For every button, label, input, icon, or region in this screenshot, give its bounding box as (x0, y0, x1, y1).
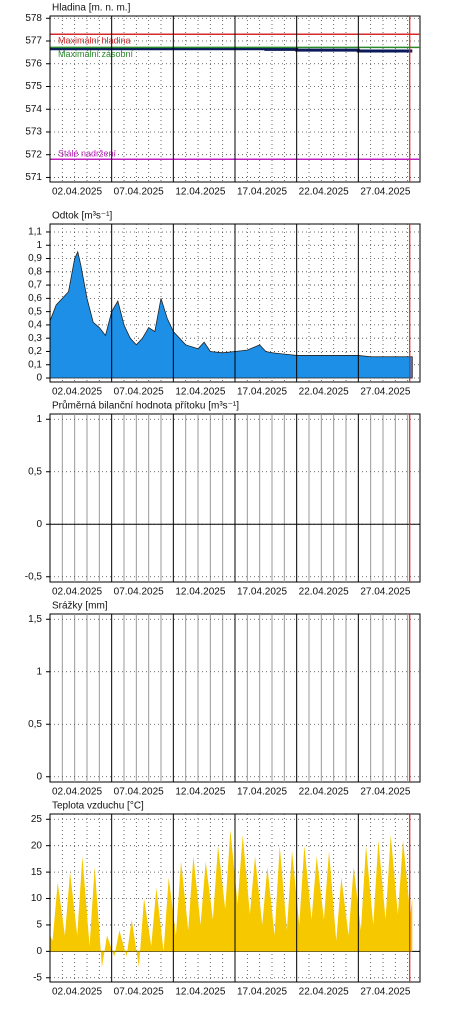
x-tick-label: 27.04.2025 (360, 187, 410, 198)
x-tick-label: 27.04.2025 (360, 387, 410, 398)
panel-title: Teplota vzduchu [°C] (52, 801, 144, 812)
y-tick-label: 0,1 (28, 359, 42, 370)
y-tick-label: -0,5 (25, 571, 43, 582)
y-tick-label: 0,5 (28, 719, 42, 730)
y-tick-label: 1 (36, 666, 42, 677)
x-tick-label: 27.04.2025 (360, 587, 410, 598)
y-tick-label: 0,7 (28, 280, 42, 291)
x-tick-label: 02.04.2025 (52, 587, 102, 598)
area (49, 250, 413, 379)
y-tick-label: 15 (31, 867, 43, 878)
y-tick-label: 0,6 (28, 293, 42, 304)
limit-label: Maximální zásobní (58, 49, 134, 59)
y-tick-label: 0,4 (28, 320, 42, 331)
x-tick-label: 12.04.2025 (175, 987, 225, 998)
y-tick-label: 573 (25, 127, 42, 138)
x-tick-label: 17.04.2025 (237, 187, 287, 198)
x-tick-label: 07.04.2025 (114, 587, 164, 598)
x-tick-label: 02.04.2025 (52, 387, 102, 398)
limit-label: Stálé nadržení (58, 149, 117, 159)
x-tick-label: 17.04.2025 (237, 587, 287, 598)
y-tick-label: 571 (25, 172, 42, 183)
y-tick-label: -5 (33, 972, 42, 983)
panel-title: Srážky [mm] (52, 601, 108, 612)
y-tick-label: 0,5 (28, 466, 42, 477)
x-tick-label: 22.04.2025 (299, 387, 349, 398)
x-tick-label: 27.04.2025 (360, 787, 410, 798)
area (50, 829, 413, 968)
panel-title: Průměrná bilanční hodnota přítoku [m³s⁻¹… (52, 400, 239, 412)
y-tick-label: 10 (31, 893, 43, 904)
x-tick-label: 22.04.2025 (299, 187, 349, 198)
y-tick-label: 572 (25, 149, 42, 160)
x-tick-label: 17.04.2025 (237, 387, 287, 398)
y-tick-label: 0 (36, 373, 42, 384)
x-tick-label: 07.04.2025 (114, 787, 164, 798)
y-tick-label: 1 (36, 240, 42, 251)
y-tick-label: 1 (36, 414, 42, 425)
y-tick-label: 0,2 (28, 346, 42, 357)
y-tick-label: 20 (31, 840, 43, 851)
x-tick-label: 02.04.2025 (52, 187, 102, 198)
x-tick-label: 02.04.2025 (52, 787, 102, 798)
y-tick-label: 0,8 (28, 266, 42, 277)
x-tick-label: 22.04.2025 (299, 587, 349, 598)
y-tick-label: 0 (36, 519, 42, 530)
x-tick-label: 17.04.2025 (237, 987, 287, 998)
y-tick-label: 25 (31, 814, 43, 825)
y-tick-label: 577 (25, 36, 42, 47)
y-tick-label: 1,5 (28, 614, 42, 625)
x-tick-label: 22.04.2025 (299, 987, 349, 998)
y-tick-label: 0,5 (28, 306, 42, 317)
x-tick-label: 02.04.2025 (52, 987, 102, 998)
y-tick-label: 0 (36, 946, 42, 957)
x-tick-label: 12.04.2025 (175, 787, 225, 798)
limit-label: Maximální hladina (58, 36, 131, 46)
x-tick-label: 12.04.2025 (175, 587, 225, 598)
x-tick-label: 17.04.2025 (237, 787, 287, 798)
y-tick-label: 574 (25, 104, 42, 115)
x-tick-label: 12.04.2025 (175, 187, 225, 198)
x-tick-label: 07.04.2025 (114, 387, 164, 398)
panel-title: Odtok [m³s⁻¹] (52, 211, 113, 222)
y-tick-label: 575 (25, 81, 42, 92)
y-tick-label: 578 (25, 13, 42, 24)
x-tick-label: 07.04.2025 (114, 987, 164, 998)
y-tick-label: 0,9 (28, 253, 42, 264)
x-tick-label: 27.04.2025 (360, 987, 410, 998)
y-tick-label: 1,1 (28, 227, 42, 238)
panel-title: Hladina [m. n. m.] (52, 3, 131, 14)
x-tick-label: 07.04.2025 (114, 187, 164, 198)
x-tick-label: 12.04.2025 (175, 387, 225, 398)
y-tick-label: 0,3 (28, 333, 42, 344)
y-tick-label: 0 (36, 771, 42, 782)
y-tick-label: 5 (36, 920, 42, 931)
x-tick-label: 22.04.2025 (299, 787, 349, 798)
y-tick-label: 576 (25, 58, 42, 69)
